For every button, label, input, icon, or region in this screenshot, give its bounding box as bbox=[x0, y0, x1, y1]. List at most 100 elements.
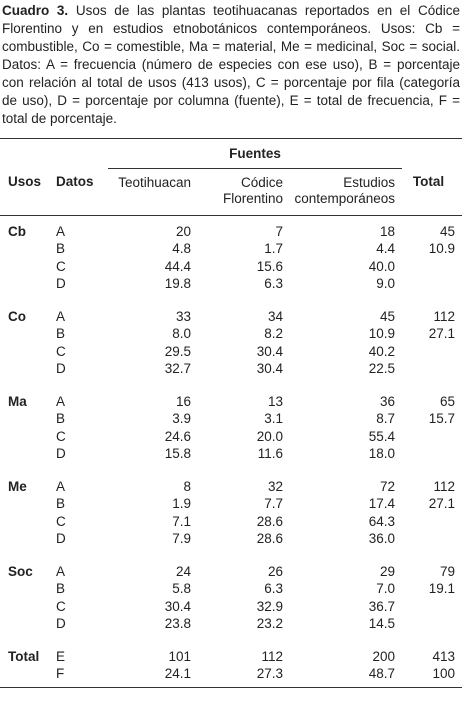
value-cell: 20.0 bbox=[256, 428, 283, 444]
use-label: Cb bbox=[8, 223, 26, 239]
empty-cell bbox=[0, 513, 48, 531]
empty-cell bbox=[402, 530, 462, 548]
value-cell: 8.2 bbox=[264, 326, 283, 341]
use-label: Me bbox=[8, 478, 27, 494]
empty-cell bbox=[402, 360, 462, 378]
table-row: Total E 101 112 200 413 bbox=[0, 633, 462, 666]
value-cell: 15.7 bbox=[428, 411, 456, 426]
data-label: D bbox=[56, 446, 66, 461]
value-cell: 112 bbox=[433, 478, 456, 494]
value-cell: 27.3 bbox=[256, 666, 283, 681]
value-cell: 10.9 bbox=[368, 326, 396, 341]
data-label: B bbox=[56, 241, 66, 256]
data-label: C bbox=[56, 428, 66, 444]
empty-cell bbox=[402, 513, 462, 531]
data-label: B bbox=[56, 496, 66, 511]
value-cell: 27.1 bbox=[428, 496, 456, 511]
value-cell: 7.9 bbox=[172, 531, 191, 546]
header: Códice Florentino bbox=[198, 168, 290, 216]
value-cell: 6.3 bbox=[264, 276, 283, 291]
data-label: C bbox=[56, 258, 66, 274]
value-cell: 45 bbox=[379, 308, 396, 324]
value-cell: 1.9 bbox=[172, 496, 191, 511]
value-cell: 36.0 bbox=[368, 531, 396, 546]
data-label: B bbox=[56, 411, 66, 426]
value-cell: 34 bbox=[267, 308, 283, 324]
data-label: C bbox=[56, 513, 66, 529]
data-label: B bbox=[56, 581, 66, 596]
data-label: D bbox=[56, 276, 66, 291]
data-label: A bbox=[56, 308, 66, 324]
value-cell: 18 bbox=[379, 223, 396, 239]
empty-cell bbox=[0, 410, 48, 428]
value-cell: 20 bbox=[175, 223, 191, 239]
table-row: Me A 8 32 72 112 bbox=[0, 463, 462, 496]
value-cell: 48.7 bbox=[368, 666, 396, 681]
value-cell: 23.2 bbox=[256, 616, 283, 631]
value-cell: 28.6 bbox=[256, 513, 283, 529]
value-cell: 413 bbox=[432, 648, 456, 664]
empty-cell bbox=[0, 665, 48, 687]
value-cell: 79 bbox=[439, 563, 456, 579]
empty-cell bbox=[402, 275, 462, 293]
data-label: D bbox=[56, 361, 66, 376]
value-cell: 22.5 bbox=[368, 361, 396, 376]
empty-cell bbox=[402, 615, 462, 633]
value-cell: 19.1 bbox=[428, 581, 456, 596]
table-row: D 32.7 30.4 22.5 bbox=[0, 360, 462, 378]
value-cell: 3.1 bbox=[264, 411, 283, 426]
empty-cell bbox=[402, 428, 462, 446]
data-label: C bbox=[56, 343, 66, 359]
empty-cell bbox=[0, 530, 48, 548]
table-row: F 24.1 27.3 48.7 100 bbox=[0, 665, 462, 687]
value-cell: 72 bbox=[379, 478, 396, 494]
table-row: Cb A 20 7 18 45 bbox=[0, 215, 462, 240]
value-cell: 32 bbox=[267, 478, 283, 494]
data-label: D bbox=[56, 616, 66, 631]
value-cell: 7.7 bbox=[264, 496, 283, 511]
table-row: Ma A 16 13 36 65 bbox=[0, 378, 462, 411]
value-cell: 29 bbox=[379, 563, 396, 579]
table-row: B 4.8 1.7 4.4 10.9 bbox=[0, 240, 462, 258]
group-header-row: Fuentes bbox=[0, 138, 462, 169]
empty-cell bbox=[0, 445, 48, 463]
value-cell: 26 bbox=[267, 563, 283, 579]
header: Teotihuacan bbox=[108, 168, 198, 216]
value-cell: 44.4 bbox=[164, 258, 191, 274]
header: Total bbox=[402, 168, 462, 216]
value-cell: 9.0 bbox=[376, 276, 396, 291]
value-cell: 5.8 bbox=[172, 581, 191, 596]
value-cell: 55.4 bbox=[368, 428, 396, 444]
value-cell: 8.7 bbox=[376, 411, 396, 426]
use-label: Total bbox=[8, 648, 40, 664]
value-cell: 28.6 bbox=[256, 531, 283, 546]
empty-cell bbox=[0, 325, 48, 343]
header: Estudios contemporáneos bbox=[290, 168, 403, 216]
empty-cell bbox=[0, 360, 48, 378]
data-label: F bbox=[56, 666, 65, 681]
empty-cell bbox=[0, 428, 48, 446]
value-cell: 40.0 bbox=[368, 258, 396, 274]
value-cell: 8.0 bbox=[172, 326, 191, 341]
value-cell: 10.9 bbox=[428, 241, 456, 256]
table-row: B 1.9 7.7 17.4 27.1 bbox=[0, 495, 462, 513]
empty-cell bbox=[402, 343, 462, 361]
value-cell: 32.9 bbox=[256, 598, 283, 614]
value-cell: 15.8 bbox=[164, 446, 191, 461]
empty-cell bbox=[0, 240, 48, 258]
value-cell: 112 bbox=[433, 308, 456, 324]
value-cell: 4.8 bbox=[172, 241, 191, 256]
value-cell: 1.7 bbox=[264, 241, 283, 256]
value-cell: 7.0 bbox=[376, 581, 396, 596]
value-cell: 32.7 bbox=[164, 361, 191, 376]
value-cell: 11.6 bbox=[257, 446, 283, 461]
value-cell: 16 bbox=[175, 393, 191, 409]
value-cell: 65 bbox=[439, 393, 456, 409]
value-cell: 18.0 bbox=[368, 446, 396, 461]
table-row: D 15.8 11.6 18.0 bbox=[0, 445, 462, 463]
header: Usos bbox=[0, 168, 48, 216]
empty-cell bbox=[0, 598, 48, 616]
value-cell: 17.4 bbox=[368, 496, 396, 511]
value-cell: 15.6 bbox=[256, 258, 283, 274]
empty-cell bbox=[402, 258, 462, 276]
